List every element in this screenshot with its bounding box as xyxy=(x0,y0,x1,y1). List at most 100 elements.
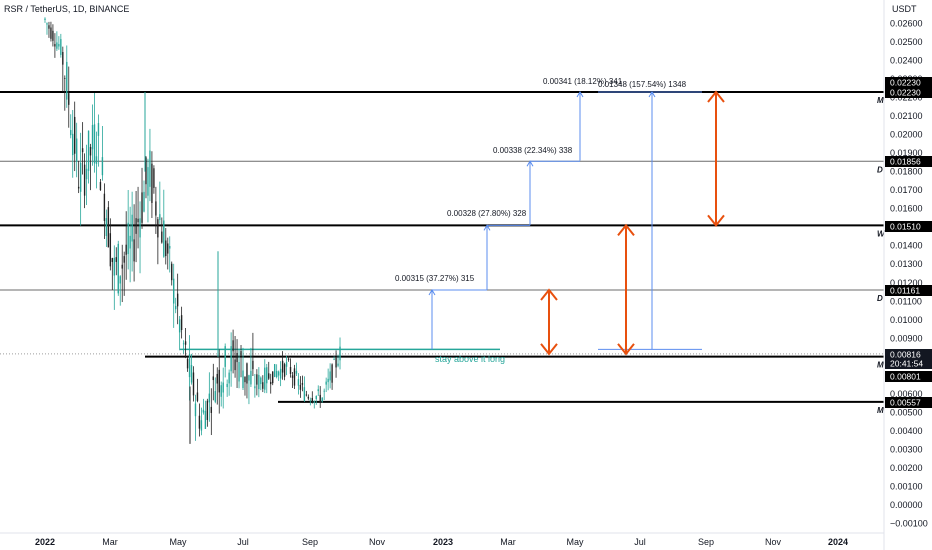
candle-body xyxy=(101,157,104,176)
candle-body xyxy=(117,243,119,294)
range-arrowhead xyxy=(707,90,725,103)
range-arrowhead xyxy=(617,343,635,356)
candle-body xyxy=(319,394,321,403)
note-text: stay above it long xyxy=(435,354,505,364)
candle-body xyxy=(95,156,98,164)
candle-body xyxy=(107,207,110,248)
horizontal-levels: M D W D M M xyxy=(0,91,886,415)
level-timeframe-label: W xyxy=(877,229,886,238)
candle-body xyxy=(188,354,191,378)
candle-body xyxy=(242,370,244,389)
candle-body xyxy=(333,359,335,361)
measure-arrowhead xyxy=(576,91,584,98)
candle-body xyxy=(222,382,224,393)
candle-body xyxy=(161,231,163,243)
candle-body xyxy=(60,39,62,55)
measure-label: 0.00338 (22.34%) 338 xyxy=(493,146,573,155)
level-timeframe-label: D xyxy=(877,294,883,303)
candle-body xyxy=(190,365,193,383)
measure-tools: 0.00315 (37.27%) 315 0.00328 (27.80%) 328… xyxy=(395,77,702,350)
x-axis: 2022 Mar May Jul Sep Nov 2023 Mar May Jul Sep Nov 20… xyxy=(35,537,848,547)
candle-body xyxy=(210,406,213,413)
level-timeframe-label: M xyxy=(877,361,884,370)
price-label-bg xyxy=(885,221,932,232)
candle-body xyxy=(184,341,187,345)
candle-body xyxy=(303,387,306,401)
candle-body xyxy=(339,346,341,361)
candle-body xyxy=(204,410,207,429)
candle-body xyxy=(250,370,252,385)
candle-body xyxy=(77,186,80,189)
y-tick-label: −0.00100 xyxy=(890,519,928,529)
candle-body xyxy=(83,164,86,196)
candle-body xyxy=(58,43,60,47)
price-label: 0.00557 xyxy=(890,398,921,408)
chart-title: RSR / TetherUS, 1D, BINANCE xyxy=(4,4,129,14)
candle-body xyxy=(262,382,264,389)
candle-body xyxy=(196,392,199,401)
candle-body xyxy=(268,373,270,379)
candle-body xyxy=(121,264,123,269)
candle-body xyxy=(335,357,337,368)
candle-body xyxy=(115,257,117,262)
candle-body xyxy=(105,218,108,237)
candle-body xyxy=(307,396,310,399)
measure-label: 0.00315 (37.27%) 315 xyxy=(395,274,475,283)
candle-body xyxy=(212,376,214,381)
candle-body xyxy=(337,363,339,366)
candle-body xyxy=(182,343,185,345)
candle-body xyxy=(287,358,290,360)
candle-body xyxy=(56,42,58,49)
candle-body xyxy=(246,363,248,384)
candle-body xyxy=(272,371,274,384)
candle-body xyxy=(75,138,78,162)
candle-body xyxy=(155,201,157,216)
y-tick-label: 0.00500 xyxy=(890,407,923,417)
candle-body xyxy=(52,30,54,41)
candle-body xyxy=(79,162,82,192)
candle-body xyxy=(176,293,179,307)
x-tick-label: Jul xyxy=(237,537,249,547)
x-tick-label: 2024 xyxy=(828,537,848,547)
candle-body xyxy=(248,375,250,381)
y-tick-label: 0.01300 xyxy=(890,259,923,269)
y-tick-label: 0.02000 xyxy=(890,130,923,140)
price-label-bg xyxy=(885,77,932,88)
candle-body xyxy=(103,193,106,221)
price-label: 0.01161 xyxy=(890,286,920,296)
candle-body xyxy=(200,420,203,431)
x-tick-label: 2023 xyxy=(433,537,453,547)
candle-body xyxy=(275,370,278,378)
x-tick-label: Sep xyxy=(302,537,318,547)
candle-body xyxy=(131,214,133,242)
y-tick-label: 0.00000 xyxy=(890,500,923,510)
candle-body xyxy=(202,409,205,413)
price-label: 0.02230 xyxy=(890,78,921,88)
candle-body xyxy=(74,116,76,154)
candle-body xyxy=(293,368,296,386)
candle-body xyxy=(123,256,125,263)
y-tick-label: 0.01800 xyxy=(890,167,923,177)
price-label-bg xyxy=(885,285,932,296)
candle-body xyxy=(313,401,315,403)
y-tick-label: 0.00400 xyxy=(890,426,923,436)
candle-body xyxy=(89,147,92,156)
candle-body xyxy=(331,364,333,383)
x-tick-label: Nov xyxy=(369,537,386,547)
candle-body xyxy=(143,191,145,212)
price-label: 0.01856 xyxy=(890,157,921,167)
candle-body xyxy=(64,78,66,79)
y-tick-label: 0.01000 xyxy=(890,315,923,325)
measure-label: 0.00341 (18.12%) 341 xyxy=(543,77,623,86)
candle-body xyxy=(139,218,141,238)
candle-body xyxy=(145,157,147,185)
level-timeframe-label: M xyxy=(877,406,884,415)
candle-body xyxy=(85,168,88,180)
price-label-bg xyxy=(885,87,932,98)
price-label-bg xyxy=(885,156,932,167)
price-label: 20:41:54 xyxy=(890,359,923,369)
candle-body xyxy=(91,125,94,150)
candle-body xyxy=(169,245,171,249)
candle-body xyxy=(125,244,127,255)
